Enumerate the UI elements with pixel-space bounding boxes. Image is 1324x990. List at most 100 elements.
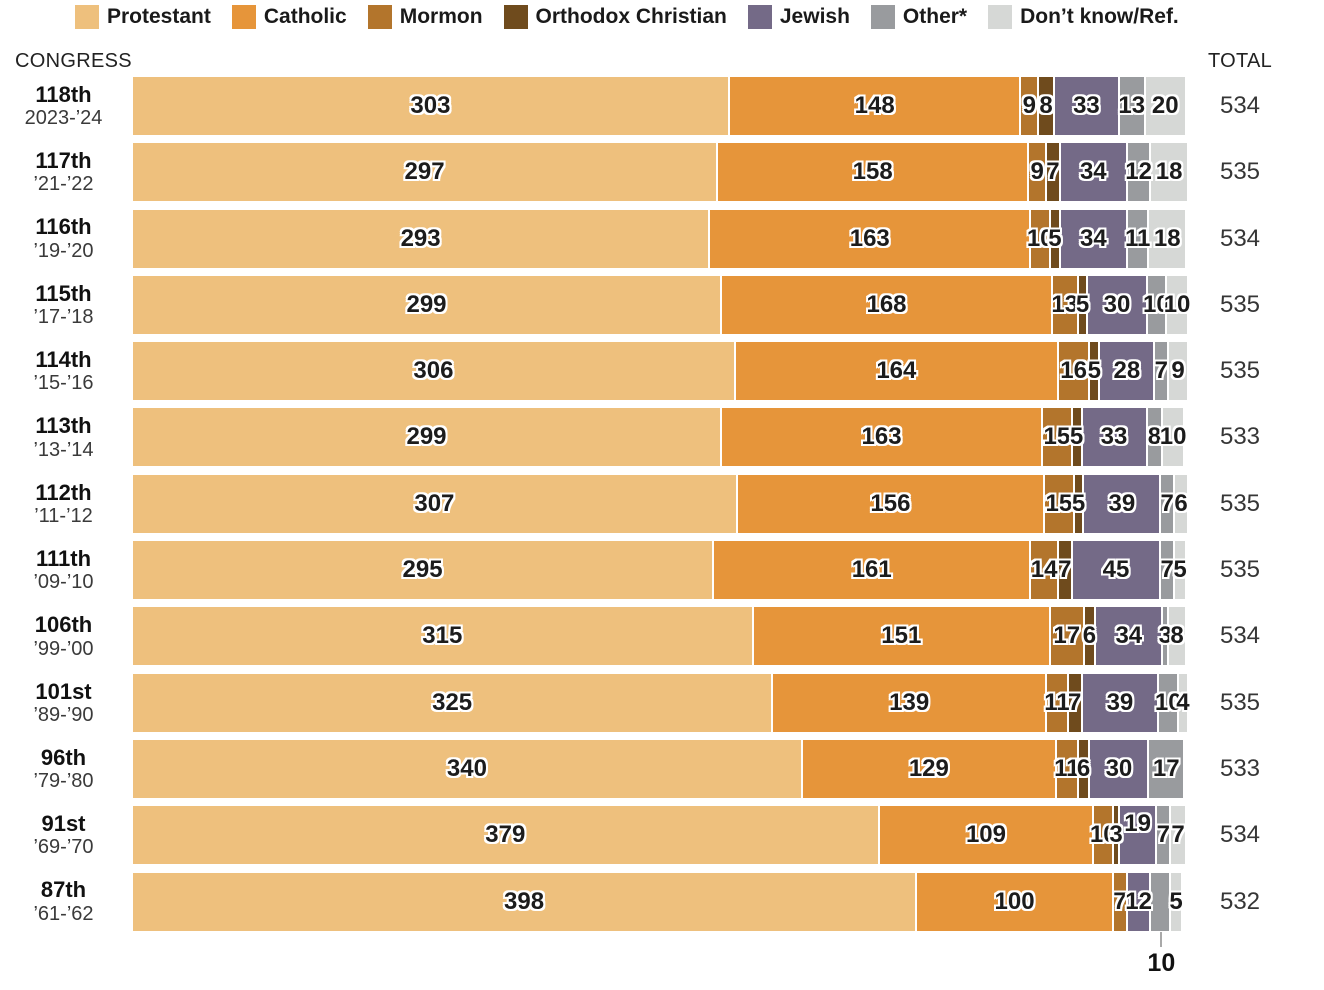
segment-jewish: 30 <box>1090 739 1150 798</box>
segment-protestant: 297 <box>133 143 719 202</box>
bar-stack: 297 158 9 7 34 12 18 <box>133 143 1187 202</box>
legend-item-protestant: Protestant <box>75 5 211 29</box>
congress-ordinal: 106th <box>34 612 93 638</box>
segment-value-label: 10 <box>1159 423 1187 451</box>
congress-years: ’13-’14 <box>33 438 94 461</box>
segment-value-label: 10 <box>1154 688 1182 716</box>
congress-row-106th: 106th ’99-’00 315 151 17 6 34 3 8 534 <box>0 607 1324 666</box>
segment-value-label: 306 <box>413 357 454 385</box>
segment-protestant: 303 <box>133 77 730 135</box>
legend-swatch-protestant <box>75 5 99 29</box>
segment-value-label: 10 <box>1143 290 1170 318</box>
bar-stack: 307 156 15 5 39 7 6 <box>133 474 1188 533</box>
congress-row-118th: 118th 2023-’24 303 148 9 8 33 13 20 534 <box>0 77 1324 135</box>
segment-value-label: 15 <box>1045 489 1073 517</box>
row-total: 534 <box>1219 224 1261 252</box>
segment-orthodox-christian: 5 <box>1088 342 1101 401</box>
segment-value-label: 7 <box>1058 556 1072 584</box>
segment-value-label: 325 <box>432 688 473 716</box>
segment-value-label: 7 <box>1160 489 1174 517</box>
segment-catholic: 148 <box>729 77 1022 135</box>
segment-value-label: 398 <box>504 887 545 915</box>
segment-value-label: 12 <box>1125 158 1152 186</box>
segment-value-label: 295 <box>402 556 443 584</box>
segment-value-label: 34 <box>1079 158 1107 186</box>
segment-other: 8 <box>1147 408 1164 467</box>
row-total: 533 <box>1219 754 1261 782</box>
segment-catholic: 164 <box>735 342 1059 401</box>
segment-value-label: 45 <box>1102 556 1130 584</box>
segment-value-label: 4 <box>1176 688 1190 716</box>
congress-years: ’99-’00 <box>33 637 94 660</box>
row-label: 91st ’69-’70 <box>0 811 133 859</box>
segment-value-label: 307 <box>414 489 455 517</box>
segment-protestant: 299 <box>133 275 723 334</box>
legend-item-jewish: Jewish <box>747 5 850 29</box>
segment-mormon: 11 <box>1044 673 1070 732</box>
segment-mormon: 7 <box>1113 872 1128 931</box>
segment-catholic: 156 <box>737 474 1046 533</box>
bar-stack: 303 148 9 8 33 13 20 <box>133 77 1185 135</box>
segment-value-label: 20 <box>1151 92 1179 119</box>
segment-value-label: 11 <box>1044 688 1070 716</box>
segment-value-label: 5 <box>1069 423 1084 451</box>
segment-catholic: 158 <box>718 143 1030 202</box>
segment-protestant: 306 <box>133 342 736 401</box>
congress-ordinal: 87th <box>40 877 87 903</box>
segment-jewish: 34 <box>1096 607 1164 666</box>
segment-value-label: 109 <box>965 821 1006 849</box>
segment-orthodox-christian: 7 <box>1068 673 1083 732</box>
legend-item-mormon: Mormon <box>367 5 483 29</box>
segment-value-label: 164 <box>876 357 917 385</box>
row-label: 117th ’21-’22 <box>0 148 133 196</box>
segment-other: 12 <box>1125 143 1152 202</box>
segment-value-label: 3 <box>1109 821 1123 849</box>
segment-catholic: 168 <box>722 275 1053 334</box>
segment-jewish: 45 <box>1072 541 1162 600</box>
congress-years: ’69-’70 <box>33 836 94 859</box>
congress-row-96th: 96th ’79-’80 340 129 11 6 30 17 533 <box>0 739 1324 798</box>
segment-dont-know: 20 <box>1145 77 1185 135</box>
segment-value-label: 297 <box>404 158 445 186</box>
segment-value-label: 10 <box>1163 290 1191 318</box>
segment-value-label: 30 <box>1105 754 1133 782</box>
legend-label: Don’t know/Ref. <box>1020 5 1179 28</box>
row-label: 96th ’79-’80 <box>0 745 133 793</box>
segment-orthodox-christian: 7 <box>1046 143 1061 202</box>
segment-jewish: 33 <box>1054 77 1120 135</box>
bar-stack: 315 151 17 6 34 3 8 <box>133 607 1185 666</box>
segment-orthodox-christian: 7 <box>1058 541 1073 600</box>
segment-value-label: 11 <box>1054 754 1080 782</box>
segment-mormon: 15 <box>1045 474 1075 533</box>
segment-catholic: 129 <box>802 739 1057 798</box>
congress-ordinal: 117th <box>35 148 92 174</box>
segment-dont-know: 4 <box>1176 673 1190 732</box>
row-total: 534 <box>1219 821 1261 849</box>
segment-value-label: 5 <box>1173 556 1187 584</box>
legend-item-catholic: Catholic <box>231 5 347 29</box>
congress-ordinal: 113th <box>35 413 92 439</box>
congress-row-111th: 111th ’09-’10 295 161 14 7 45 7 5 535 <box>0 541 1324 600</box>
segment-value-label: 5 <box>1048 224 1062 252</box>
segment-mormon: 15 <box>1043 408 1073 467</box>
bar-stack: 299 168 13 5 30 10 10 <box>133 275 1190 334</box>
legend-item-other: Other* <box>870 5 967 29</box>
segment-value-label: 39 <box>1106 688 1134 716</box>
segment-other: 7 <box>1157 806 1172 865</box>
segment-value-label: 5 <box>1169 887 1183 915</box>
segment-value-label: 10 <box>1026 224 1054 252</box>
segment-dont-know: 10 <box>1164 275 1190 334</box>
segment-other: 17 <box>1149 739 1183 798</box>
bar-stack: 295 161 14 7 45 7 5 <box>133 541 1187 600</box>
segment-catholic: 151 <box>753 607 1052 666</box>
row-label: 106th ’99-’00 <box>0 612 133 660</box>
congress-years: ’19-’20 <box>33 239 94 262</box>
row-label: 101st ’89-’90 <box>0 679 133 727</box>
legend-label: Jewish <box>779 5 850 28</box>
segment-value-label: 7 <box>1171 821 1185 849</box>
segment-dont-know: 10 <box>1160 408 1186 467</box>
segment-mormon: 9 <box>1029 143 1048 202</box>
segment-dont-know: 5 <box>1173 541 1187 600</box>
segment-jewish: 33 <box>1082 408 1148 467</box>
segment-value-label: 7 <box>1154 357 1168 385</box>
